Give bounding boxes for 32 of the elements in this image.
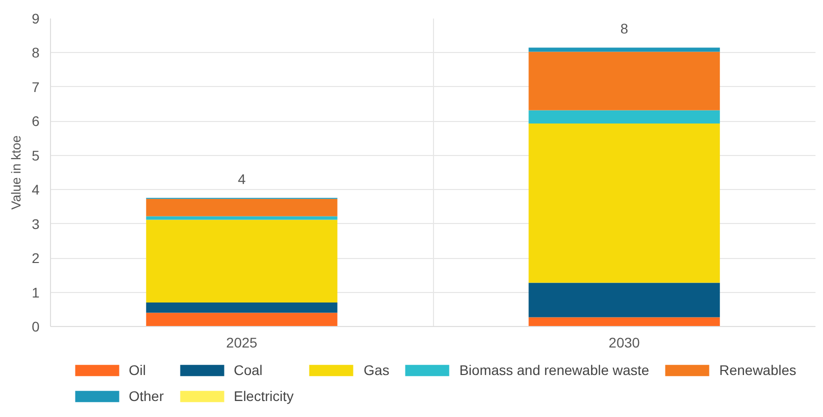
bar: [528, 52, 720, 110]
legend-label: Renewables: [719, 362, 796, 378]
y-tick-label: 8: [32, 44, 40, 61]
y-tick-label: 9: [32, 10, 40, 26]
bar: [528, 124, 720, 283]
legend-label: Oil: [128, 362, 147, 378]
y-tick-label: 0: [32, 318, 40, 334]
y-tick-label: 5: [32, 147, 40, 164]
y-tick-label: 4: [32, 182, 40, 198]
legend-label: Gas: [364, 362, 390, 378]
total-label: 4: [238, 170, 246, 187]
y-tick-label: 7: [32, 78, 40, 95]
legend-label: Other: [128, 388, 164, 404]
bar: [528, 110, 720, 124]
bar: [528, 282, 720, 318]
x-tick-label: 2030: [608, 334, 640, 350]
y-tick-label: 6: [32, 113, 40, 130]
bar: [528, 48, 720, 52]
y-tick-label: 2: [32, 250, 40, 266]
bar: [146, 312, 338, 326]
legend-label: Coal: [234, 362, 263, 378]
bar: [146, 198, 338, 216]
bar: [146, 220, 338, 303]
total-label: 8: [620, 20, 628, 37]
legend-label: Electricity: [234, 388, 294, 404]
bar: [146, 302, 338, 313]
bar: [528, 317, 720, 326]
y-axis-title: Value in ktoe: [8, 135, 24, 210]
y-tick-label: 3: [32, 216, 40, 232]
legend-label: Biomass and renewable waste: [459, 362, 650, 378]
x-tick-label: 2025: [226, 334, 258, 350]
y-tick-label: 1: [32, 284, 40, 300]
